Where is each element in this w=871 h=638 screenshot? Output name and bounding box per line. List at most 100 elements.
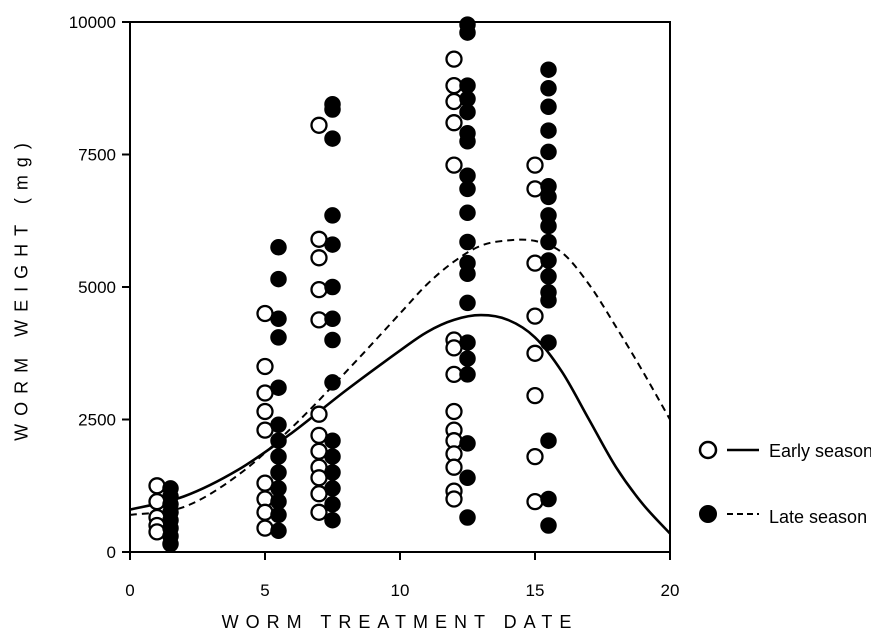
early-season-point [445, 402, 463, 421]
fit-curve-solid [129, 313, 671, 535]
early-season-point [310, 249, 328, 267]
early-season-point [526, 492, 544, 511]
x-tick-label: 15 [526, 581, 545, 600]
x-tick-label: 0 [125, 581, 134, 600]
early-season-point [445, 458, 463, 476]
late-season-point [459, 103, 476, 121]
late-season-point [270, 329, 287, 346]
late-season-point [324, 310, 341, 328]
early-season-point [256, 304, 274, 323]
late-season-point [270, 464, 287, 481]
early-season-point [445, 156, 463, 174]
late-season-point [270, 416, 287, 434]
early-season-point [256, 421, 274, 439]
late-season-point [459, 294, 476, 312]
late-season-point [324, 207, 341, 224]
late-season-point [324, 130, 341, 147]
legend-item-late-season: Late season [697, 503, 871, 533]
late-season-point [540, 80, 557, 97]
late-season-point [540, 61, 557, 78]
late-season-point [459, 435, 476, 452]
late-season-point [540, 188, 557, 206]
early-season-point [445, 92, 463, 111]
early-season-point [310, 311, 328, 329]
early-season-point [310, 280, 328, 299]
early-season-point [526, 307, 544, 325]
late-season-point [459, 366, 476, 383]
early-season-point [445, 339, 463, 357]
y-axis-ticks: 0 2500 5000 7500 10000 [69, 13, 130, 562]
y-axis-title: WORM WEIGHT (mg) [11, 135, 32, 441]
early-season-point [526, 156, 544, 174]
late-season-point [270, 522, 287, 540]
late-season-point [324, 448, 341, 465]
y-tick-label: 2500 [78, 411, 116, 430]
late-season-point [540, 217, 557, 235]
legend-label-early-season: Early season [769, 441, 871, 461]
late-season-point [459, 204, 476, 222]
plot-frame [129, 21, 671, 553]
early-season-point [310, 230, 328, 248]
late-season-point [540, 252, 557, 269]
early-season-point [310, 116, 328, 134]
late-season-point [540, 233, 557, 251]
late-season-point [270, 448, 287, 465]
filled-circle-dashed-line-icon [699, 505, 759, 523]
early-season-point [526, 386, 544, 405]
late-season-point [270, 310, 287, 328]
late-season-point [324, 101, 341, 118]
fit-curve-dashed [129, 238, 671, 516]
x-tick-label: 20 [661, 581, 680, 600]
late-season-point [324, 480, 341, 497]
late-season-point [459, 24, 476, 41]
early-season-point [526, 180, 544, 198]
late-season-point [324, 278, 341, 296]
fit-curves [129, 238, 671, 535]
early-season-point [445, 114, 463, 132]
late-season-point [459, 233, 476, 251]
late-season-point [324, 236, 341, 253]
x-tick-label: 5 [260, 581, 269, 600]
early-season-point [310, 426, 328, 445]
early-season-point [310, 405, 328, 423]
y-tick-label: 7500 [78, 146, 116, 165]
late-season-point [540, 268, 557, 285]
early-season-point [310, 469, 328, 487]
y-tick-label: 5000 [78, 278, 116, 297]
early-season-point [256, 384, 274, 402]
early-season-point [526, 254, 544, 272]
late-season-point [324, 511, 341, 529]
late-season-point [540, 334, 557, 351]
late-season-point [459, 350, 476, 367]
late-season-point [324, 374, 341, 391]
legend-item-early-season: Early season [697, 437, 871, 467]
late-season-point [459, 265, 476, 283]
early-season-point [310, 503, 328, 521]
early-season-point [526, 344, 544, 362]
late-season-point [459, 334, 476, 351]
y-tick-label: 10000 [69, 13, 116, 32]
open-circle-solid-line-icon [698, 440, 759, 460]
late-season-point [270, 270, 287, 288]
data-points [148, 16, 557, 553]
late-season-point [459, 469, 476, 487]
early-season-point [148, 492, 166, 511]
late-season-point [459, 509, 476, 526]
early-season-point [148, 477, 166, 495]
early-season-point [256, 503, 274, 521]
x-axis-title: WORM TREATMENT DATE [221, 612, 579, 632]
early-season-point [148, 523, 166, 541]
late-season-point [540, 517, 557, 534]
early-season-point [526, 447, 544, 466]
late-season-point [324, 432, 341, 449]
late-season-point [270, 432, 287, 449]
late-season-point [540, 98, 557, 116]
late-season-point [270, 379, 287, 396]
legend-label-late-season: Late season [769, 507, 868, 527]
late-season-point [324, 496, 341, 513]
y-tick-label: 0 [107, 543, 116, 562]
late-season-point [540, 122, 557, 139]
late-season-point [324, 464, 341, 481]
early-season-point [256, 402, 274, 421]
